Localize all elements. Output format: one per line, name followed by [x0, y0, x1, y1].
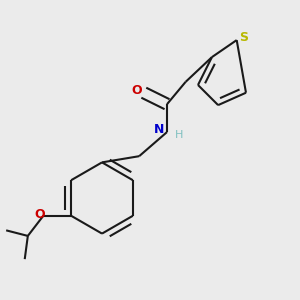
Text: N: N — [154, 123, 164, 136]
Text: O: O — [34, 208, 45, 221]
Text: S: S — [239, 31, 248, 44]
Text: H: H — [175, 130, 184, 140]
Text: O: O — [132, 84, 142, 97]
